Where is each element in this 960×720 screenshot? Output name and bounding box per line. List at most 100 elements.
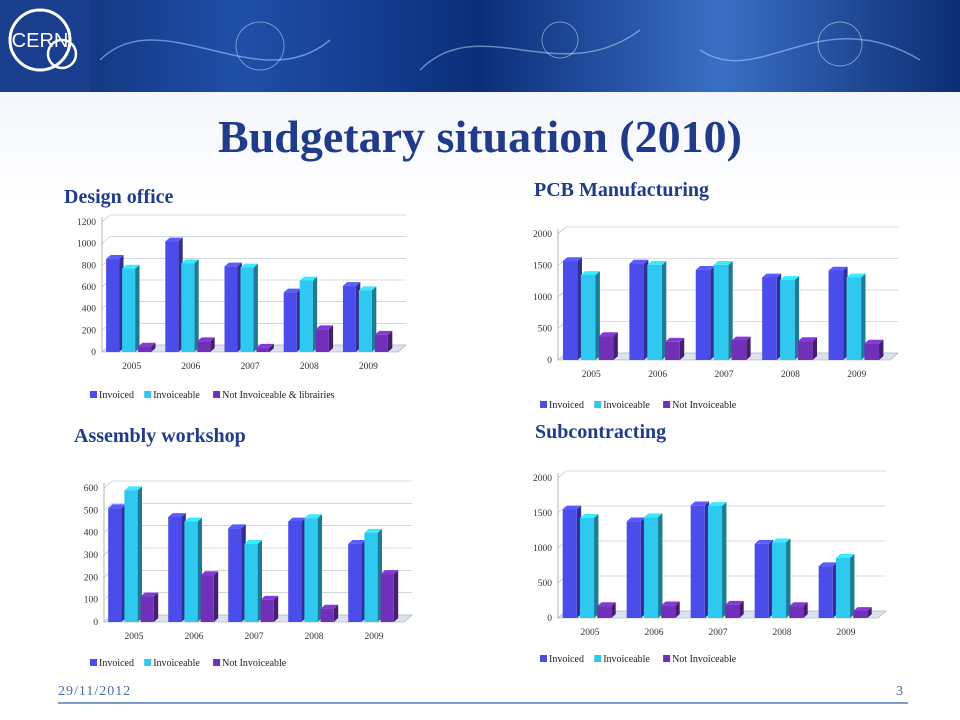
y-tick-label: 2000: [533, 230, 552, 240]
legend-swatch: [594, 655, 602, 662]
chart-legend: Invoiced Invoiceable Not Invoiceable: [540, 654, 737, 665]
x-tick-label: 2007: [245, 632, 264, 642]
bar-pcb-2007-s1: [713, 261, 733, 360]
chart-design: 0 200 400 600 800 1000 1200 2005 2006 2007 2008 200…: [77, 214, 407, 401]
x-tick-label: 2009: [837, 628, 856, 638]
legend-swatch: [594, 401, 602, 408]
bar-design-2009-s0: [342, 282, 361, 352]
x-tick-label: 2008: [773, 628, 792, 638]
bar-pcb-2005-s1: [580, 271, 600, 360]
bar-sub-2006-s0: [626, 517, 646, 618]
y-tick-label: 500: [84, 506, 99, 516]
bar-sub-2009-s1: [835, 553, 855, 618]
x-tick-label: 2006: [645, 628, 664, 638]
bar-assembly-2006-s1: [184, 517, 202, 622]
y-tick-label: 400: [84, 529, 99, 539]
bar-design-2007-s2: [256, 343, 274, 352]
logo-text: CERN: [12, 30, 69, 52]
legend-label: Not Invoiceable & librairies: [222, 390, 335, 401]
header-banner: CERN: [0, 0, 960, 92]
bar-pcb-2009-s1: [846, 273, 866, 360]
bar-design-2008-s1: [299, 276, 318, 352]
bar-sub-2008-s2: [789, 602, 808, 618]
chart-sub: 0 500 1000 1500 2000 2005 2006 2007 2008 2009 Invo…: [533, 470, 887, 665]
gridline-slant: [103, 503, 113, 511]
legend-label: Invoiceable: [153, 390, 200, 401]
bar-sub-2006-s1: [643, 513, 663, 618]
gridline-slant: [103, 480, 113, 489]
bar-sub-2008-s0: [754, 539, 774, 618]
legend-label: Not Invoiceable: [672, 654, 737, 665]
bar-design-2005-s2: [138, 342, 156, 352]
x-tick-label: 2005: [122, 362, 141, 372]
page-number: 3: [896, 684, 903, 699]
chart-title-assembly: Assembly workshop: [74, 425, 246, 447]
chart-title-design: Design office: [64, 186, 174, 208]
bar-design-2008-s2: [315, 325, 334, 352]
y-tick-label: 600: [82, 283, 97, 293]
bar-design-2006-s0: [165, 237, 183, 352]
bar-pcb-2005-s2: [598, 332, 618, 360]
y-tick-label: 500: [538, 325, 553, 335]
legend-swatch: [663, 401, 671, 408]
bar-pcb-2008-s0: [762, 273, 782, 360]
x-tick-label: 2008: [305, 632, 324, 642]
bar-assembly-2009-s2: [380, 570, 399, 622]
bar-assembly-2005-s1: [124, 486, 142, 622]
footer-date: 29/11/2012: [58, 684, 132, 699]
bar-assembly-2009-s1: [364, 528, 382, 622]
footer-divider: [58, 702, 908, 704]
bar-pcb-2006-s0: [629, 259, 649, 360]
bar-assembly-2007-s0: [228, 524, 246, 622]
bar-sub-2008-s1: [771, 538, 791, 618]
bar-pcb-2008-s1: [780, 276, 800, 360]
bar-design-2005-s1: [122, 264, 140, 352]
x-tick-label: 2009: [365, 632, 384, 642]
bar-assembly-2008-s2: [320, 604, 339, 622]
legend-swatch: [540, 401, 547, 408]
legend-swatch: [90, 659, 97, 666]
bar-design-2008-s0: [283, 288, 302, 352]
bar-design-2005-s0: [106, 254, 124, 352]
y-tick-label: 0: [91, 348, 96, 358]
x-tick-label: 2006: [185, 632, 204, 642]
y-tick-label: 200: [82, 326, 97, 336]
legend-swatch: [663, 655, 671, 662]
x-tick-label: 2006: [181, 362, 200, 372]
y-tick-label: 2000: [533, 474, 552, 484]
y-tick-label: 500: [538, 579, 553, 589]
cern-logo: CERN: [0, 0, 90, 92]
bar-sub-2007-s1: [707, 502, 727, 618]
legend-label: Invoiceable: [603, 654, 650, 665]
bar-assembly-2005-s2: [140, 592, 159, 622]
bar-assembly-2009-s0: [348, 539, 366, 622]
y-tick-label: 1500: [533, 262, 552, 272]
legend-label: Not Invoiceable: [222, 658, 287, 669]
bar-design-2009-s1: [358, 286, 377, 352]
bar-pcb-2005-s0: [562, 257, 582, 360]
bar-sub-2007-s2: [725, 600, 744, 618]
x-tick-label: 2007: [715, 370, 734, 380]
bar-sub-2007-s0: [690, 501, 710, 618]
bar-pcb-2009-s2: [864, 339, 884, 360]
bar-pcb-2007-s2: [731, 336, 751, 360]
chart-legend: Invoiced Invoiceable Not Invoiceable: [90, 658, 287, 669]
bar-assembly-2007-s2: [260, 595, 279, 622]
chart-legend: Invoiced Invoiceable Not Invoiceable & lib…: [90, 390, 335, 401]
legend-swatch: [540, 655, 547, 662]
x-tick-label: 2005: [582, 370, 601, 380]
legend-swatch: [90, 391, 97, 398]
x-tick-label: 2008: [781, 370, 800, 380]
y-tick-label: 300: [84, 551, 99, 561]
bar-pcb-2006-s1: [647, 261, 667, 360]
chart-assembly: 0 100 200 300 400 500 600 2005 2006 2007 2008 2009 I…: [84, 480, 413, 669]
bar-design-2006-s1: [181, 259, 199, 352]
bar-sub-2005-s2: [597, 602, 616, 618]
y-tick-label: 1500: [533, 509, 552, 519]
bar-assembly-2008-s0: [288, 517, 306, 622]
bar-sub-2005-s0: [562, 505, 582, 618]
gridline-slant: [101, 214, 111, 223]
legend-swatch: [144, 659, 152, 666]
bar-pcb-2007-s0: [695, 266, 715, 360]
x-tick-label: 2007: [241, 362, 260, 372]
